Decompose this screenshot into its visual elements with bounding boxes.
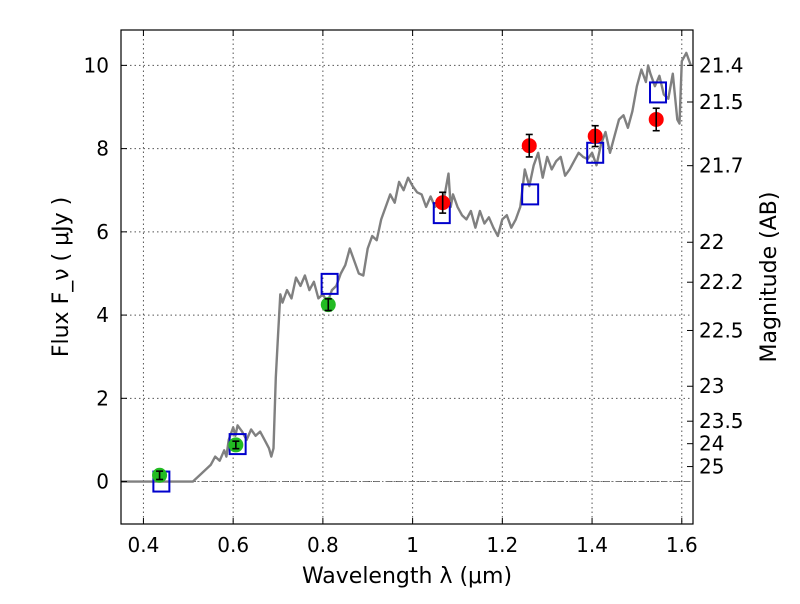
y-tick-label: 8 [96,137,109,161]
spectrum-line [121,51,692,483]
mag-tick-label: 22.2 [699,270,744,294]
x-tick-label: 1.6 [666,533,698,557]
grid-lines [121,30,693,524]
y-tick-label: 4 [96,303,109,327]
y-tick-label: 6 [96,220,109,244]
y-axis-label: Flux F_ν ( μJy ) [49,197,74,357]
mag-tick-label: 22.5 [699,318,744,342]
mag-tick-label: 21.7 [699,154,744,178]
y-tick-label: 2 [96,386,109,410]
model-photometry-square [649,81,668,104]
x-tick-label: 0.6 [217,533,249,557]
mag-tick-label: 22 [699,230,724,254]
x-axis-label: Wavelength λ (μm) [302,564,512,589]
x-tick-label: 0.8 [307,533,339,557]
y-tick-label: 0 [96,470,109,494]
y2-axis-label: Magnitude (AB) [757,192,782,363]
mag-tick-label: 24 [699,432,724,456]
y-tick-label: 10 [84,53,109,77]
x-tick-label: 0.4 [128,533,160,557]
plot-frame [120,29,694,525]
model-photometry-square [521,183,540,206]
mag-tick-label: 21.5 [699,90,744,114]
series-layer [121,51,692,493]
mag-tick-label: 23.5 [699,409,744,433]
mag-tick-label: 21.4 [699,53,744,77]
mag-tick-label: 23 [699,374,724,398]
model-photometry-square [320,272,339,295]
x-tick-label: 1.4 [576,533,608,557]
mag-tick-label: 25 [699,455,724,479]
x-tick-label: 1 [406,533,419,557]
x-tick-label: 1.2 [486,533,518,557]
